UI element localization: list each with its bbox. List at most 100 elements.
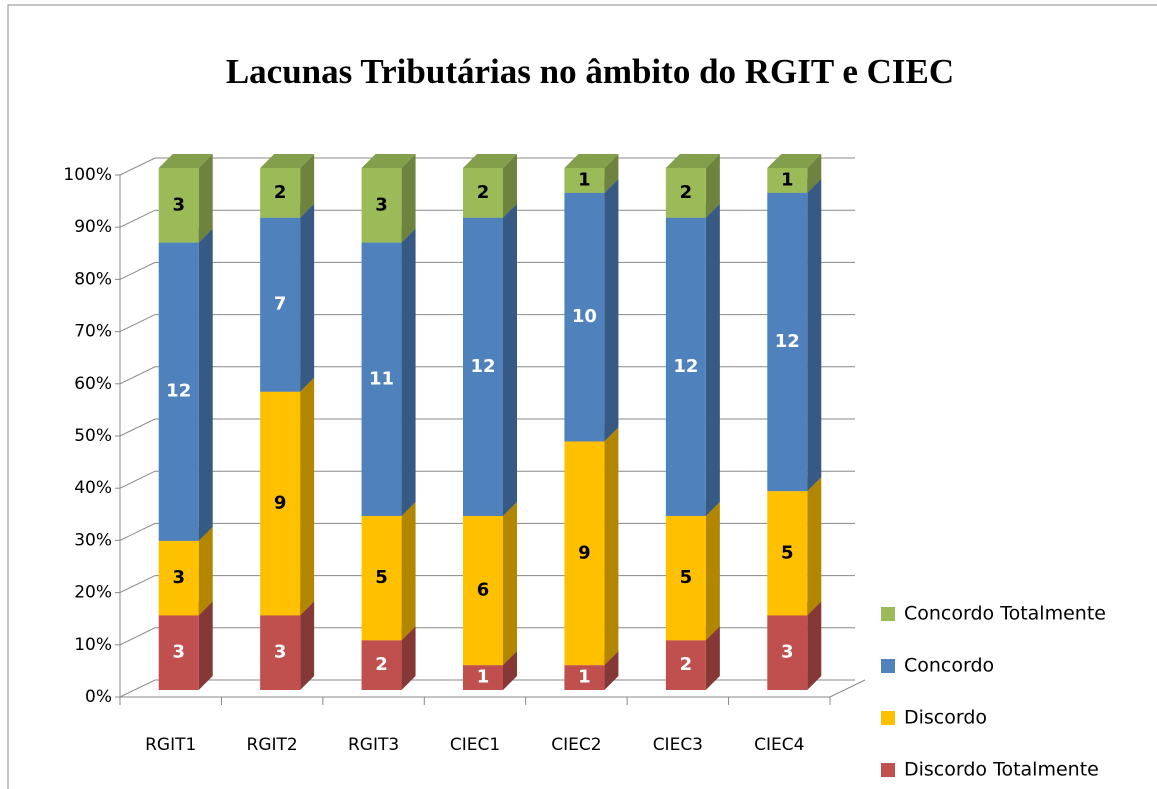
y-tick-label: 10% — [74, 635, 112, 655]
bar-segment — [767, 477, 822, 616]
y-tick-label: 50% — [74, 426, 112, 446]
bar-segment — [158, 154, 213, 243]
bar-face — [361, 154, 416, 168]
grid-line — [119, 522, 855, 541]
bar-face — [503, 203, 517, 516]
y-tick-label: 100% — [63, 165, 112, 185]
y-tick-label: 40% — [74, 478, 112, 498]
y-tick-label: 30% — [74, 530, 112, 550]
data-label: 9 — [274, 493, 287, 514]
bar-face — [260, 154, 315, 168]
x-tick-label: CIEC1 — [450, 735, 500, 755]
bar-face — [564, 665, 605, 690]
grid-line — [119, 209, 855, 228]
bar-face — [767, 192, 808, 492]
data-label: 1 — [578, 169, 591, 190]
data-label: 9 — [578, 542, 591, 563]
bar-segment — [564, 427, 619, 666]
data-label: 1 — [578, 667, 591, 688]
data-label: 11 — [369, 368, 394, 389]
data-label: 12 — [470, 356, 495, 377]
y-tick-label: 20% — [74, 583, 112, 603]
x-tick-label: RGIT2 — [247, 735, 298, 755]
bar-face — [767, 491, 808, 616]
bar-segment — [260, 377, 315, 616]
y-tick-label: 60% — [74, 374, 112, 394]
bar-face — [300, 377, 315, 616]
grid-line — [119, 679, 855, 698]
grid-line — [119, 418, 855, 437]
bar-segment — [665, 502, 720, 641]
legend-swatch — [881, 659, 895, 673]
data-label: 3 — [172, 642, 185, 663]
bar-face — [361, 640, 402, 690]
bar-segment — [361, 154, 416, 243]
bar-face — [401, 626, 416, 690]
y-tick-label: 90% — [74, 217, 112, 237]
bar-face — [665, 640, 706, 690]
bar-face — [361, 516, 402, 641]
bar-segment — [260, 154, 315, 218]
bar-face — [807, 154, 822, 193]
bar-face — [564, 441, 605, 666]
bar-face — [503, 502, 517, 666]
x-tick-label: CIEC3 — [653, 735, 703, 755]
data-label: 12 — [673, 356, 698, 377]
bar-face — [401, 154, 416, 243]
bar-face — [300, 154, 315, 218]
bar-face — [158, 168, 199, 243]
bar-face — [463, 665, 503, 690]
bar-face — [705, 626, 720, 690]
x-tick-label: CIEC2 — [551, 735, 601, 755]
bar-face — [807, 178, 822, 492]
bar-face — [564, 168, 605, 193]
bar-face — [665, 516, 706, 641]
legend-label: Discordo — [904, 707, 987, 729]
bar-face — [767, 154, 822, 168]
bar-face — [705, 154, 720, 218]
bar-face — [665, 154, 720, 168]
bar-face — [198, 601, 213, 690]
grid-line — [119, 314, 855, 333]
bar-face — [198, 526, 213, 616]
y-tick-label: 80% — [74, 269, 112, 289]
bar-face — [361, 242, 402, 517]
bar-face — [807, 601, 822, 690]
bar-face — [807, 477, 822, 616]
bar-face — [401, 502, 416, 641]
data-label: 1 — [781, 169, 794, 190]
legend-swatch — [881, 607, 895, 621]
data-label: 2 — [274, 182, 287, 203]
x-tick-label: RGIT3 — [348, 735, 399, 755]
data-label: 3 — [172, 567, 185, 588]
data-label: 6 — [477, 580, 490, 601]
bar-segment — [463, 502, 517, 666]
data-label: 5 — [781, 542, 794, 563]
bar-face — [463, 168, 503, 218]
bar-segment — [665, 154, 720, 218]
data-label: 3 — [274, 642, 287, 663]
grid-line — [119, 157, 855, 176]
bar-face — [260, 168, 301, 218]
x-tick-label: CIEC4 — [754, 735, 804, 755]
grid-line — [119, 366, 855, 385]
x-tick-label: RGIT1 — [145, 735, 196, 755]
bar-face — [503, 651, 517, 690]
data-label: 10 — [572, 306, 597, 327]
data-label: 2 — [375, 654, 388, 675]
bar-face — [198, 228, 213, 541]
data-label: 12 — [775, 331, 800, 352]
bar-face — [158, 615, 199, 690]
bar-face — [260, 217, 301, 392]
chart-title: Lacunas Tributárias no âmbito do RGIT e … — [226, 52, 954, 91]
bar-face — [198, 154, 213, 243]
bar-segment — [564, 154, 619, 193]
bar-face — [300, 203, 315, 392]
bar-face — [604, 154, 619, 193]
bar-segment — [463, 203, 517, 516]
bar-face — [564, 192, 605, 442]
bar-face — [401, 228, 416, 517]
data-label: 7 — [274, 294, 287, 315]
bar-segment — [767, 154, 822, 193]
